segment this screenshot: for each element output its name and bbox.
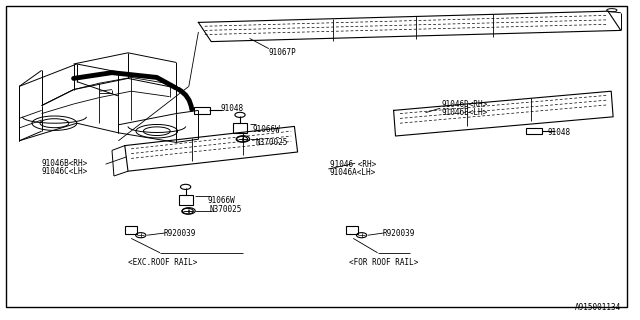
Text: R920039: R920039 bbox=[164, 229, 196, 238]
Text: 91046A<LH>: 91046A<LH> bbox=[330, 168, 376, 177]
Text: N370025: N370025 bbox=[210, 205, 243, 214]
Bar bbox=[526, 128, 543, 134]
Text: N370025: N370025 bbox=[256, 138, 289, 147]
Text: <EXC.ROOF RAIL>: <EXC.ROOF RAIL> bbox=[128, 258, 197, 267]
Text: 91046D<RH>: 91046D<RH> bbox=[442, 100, 488, 108]
Text: 91046E<LH>: 91046E<LH> bbox=[442, 108, 488, 116]
Bar bbox=[125, 227, 137, 234]
Bar bbox=[346, 227, 358, 234]
Text: 91046C<LH>: 91046C<LH> bbox=[42, 167, 88, 176]
Text: 91066W: 91066W bbox=[253, 125, 280, 134]
Text: R920039: R920039 bbox=[383, 229, 415, 238]
Text: 91046B<RH>: 91046B<RH> bbox=[42, 159, 88, 168]
Bar bbox=[193, 107, 210, 114]
Text: 91048: 91048 bbox=[221, 104, 244, 113]
Text: A915001134: A915001134 bbox=[575, 303, 621, 312]
Text: <FOR ROOF RAIL>: <FOR ROOF RAIL> bbox=[349, 258, 418, 267]
Text: 91067P: 91067P bbox=[269, 48, 296, 57]
Text: 91066W: 91066W bbox=[208, 196, 236, 204]
Text: 91048: 91048 bbox=[547, 128, 570, 137]
Text: 91046 <RH>: 91046 <RH> bbox=[330, 160, 376, 169]
